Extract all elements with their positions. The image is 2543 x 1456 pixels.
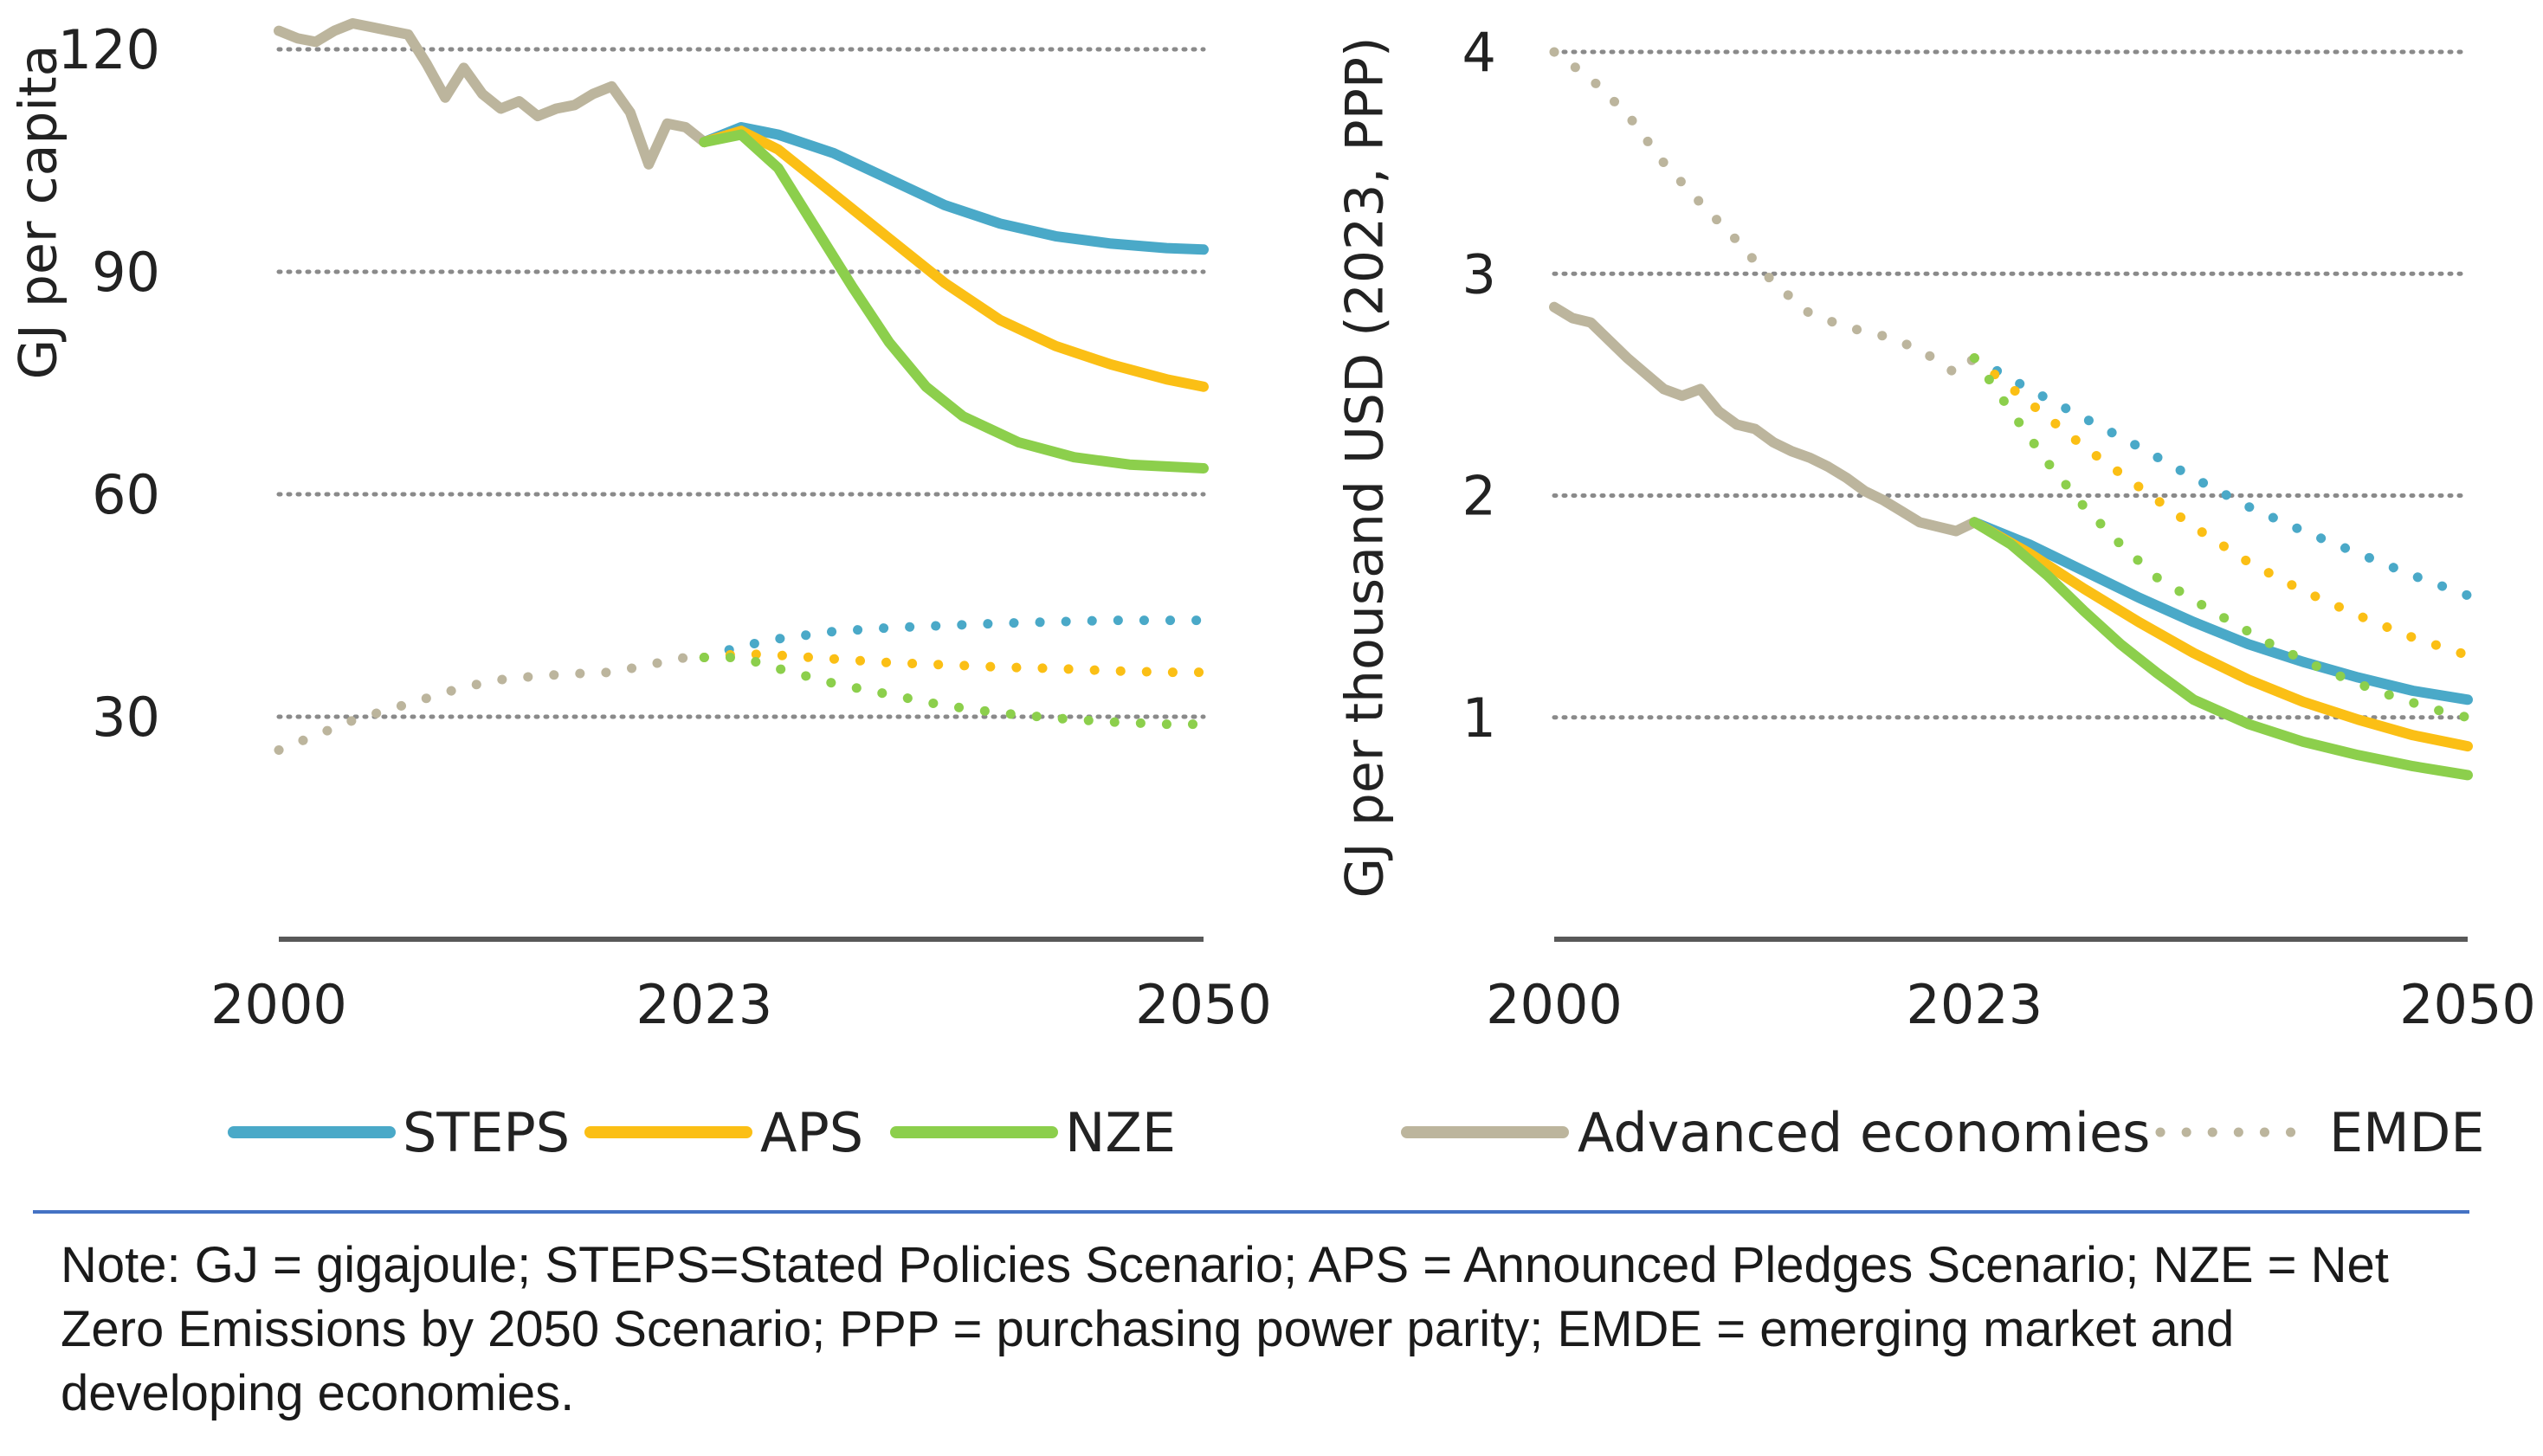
right-chart-per-gdp: 1 2 3 4 2000 2023 2050 GJ per thousand USD (202… (1335, 21, 2536, 1036)
x-tick-label-2023: 2023 (636, 973, 772, 1036)
x-tick-label-2050: 2050 (2399, 973, 2536, 1036)
y-tick-label-90: 90 (92, 241, 160, 304)
x-tick-label-2000: 2000 (210, 973, 347, 1036)
y-tick-label-1: 1 (1462, 686, 1496, 750)
series-nze-emde (1969, 353, 2473, 723)
y-tick-label-3: 3 (1462, 242, 1496, 306)
x-tick-label-2050: 2050 (1135, 973, 1272, 1036)
legend-label-nze: NZE (1065, 1101, 1176, 1164)
series-advanced-economies-historical (1549, 301, 1980, 537)
legend-label-steps: STEPS (403, 1101, 570, 1164)
chart-note: Note: GJ = gigajoule; STEPS=Stated Polic… (61, 1237, 2389, 1421)
y-tick-label-60: 60 (92, 463, 160, 526)
series-emde-historical (274, 653, 709, 755)
series-steps-advanced (1969, 517, 2473, 705)
series-nze-emde (699, 653, 1209, 730)
legend-label-emde: EMDE (2329, 1101, 2485, 1164)
y-tick-label-30: 30 (92, 686, 160, 749)
series-steps-advanced (699, 122, 1209, 255)
y-axis-label: GJ per capita (9, 45, 69, 380)
y-axis-label: GJ per thousand USD (2023, PPP) (1335, 37, 1396, 899)
series-aps-advanced (1969, 517, 2473, 752)
y-tick-label-2: 2 (1462, 465, 1496, 528)
series-nze-advanced (1969, 517, 2473, 781)
series-aps-advanced (699, 126, 1209, 392)
series-aps-emde (1969, 353, 2473, 660)
y-tick-label-4: 4 (1462, 21, 1496, 84)
legend-label-advanced: Advanced economies (1578, 1101, 2150, 1164)
legend: STEPS APS NZE Advanced economies EMDE (228, 1101, 2485, 1164)
series-nze-advanced (699, 129, 1209, 474)
x-tick-label-2023: 2023 (1906, 973, 2043, 1036)
legend-label-aps: APS (760, 1101, 863, 1164)
series-advanced-economies-historical (274, 18, 710, 170)
series-emde-historical (1549, 47, 1979, 379)
note-separator (33, 1210, 2469, 1214)
y-tick-label-120: 120 (58, 18, 160, 81)
x-tick-label-2000: 2000 (1486, 973, 1623, 1036)
left-chart-per-capita: 30 60 90 120 2000 2023 2050 GJ per capita (9, 18, 1272, 1036)
